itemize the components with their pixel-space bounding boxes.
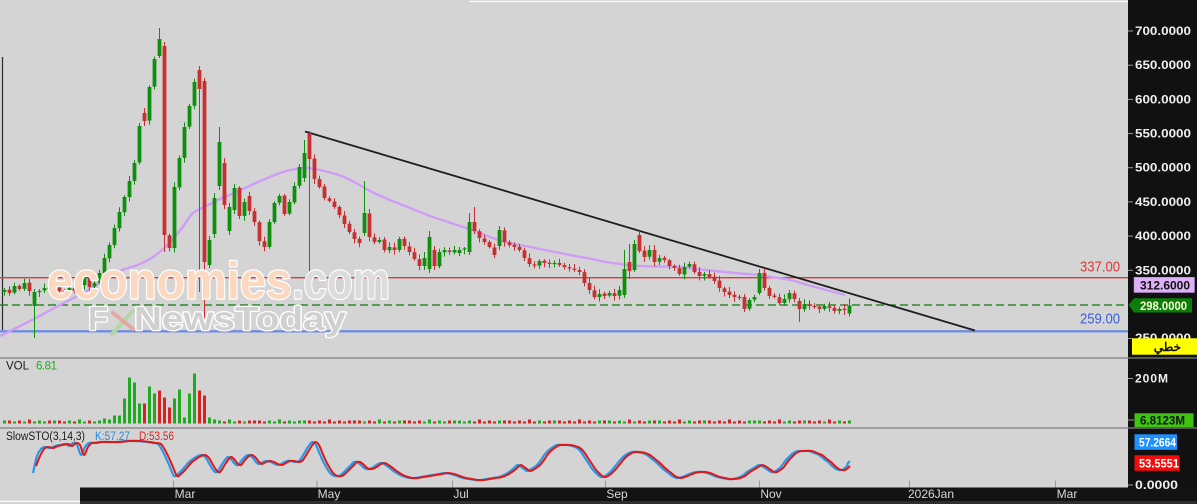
svg-text:350.0000: 350.0000 [1135, 263, 1191, 277]
svg-text:F: F [88, 300, 108, 337]
svg-text:650.0000: 650.0000 [1135, 58, 1191, 72]
svg-text:Nov: Nov [760, 487, 781, 501]
svg-text:VOL: VOL [6, 361, 30, 373]
svg-text:D:53.56: D:53.56 [139, 431, 174, 443]
svg-text:6.81: 6.81 [36, 361, 57, 373]
svg-text:57.2664: 57.2664 [1139, 436, 1176, 450]
svg-text:400.0000: 400.0000 [1135, 229, 1191, 243]
svg-text:Mar: Mar [1057, 487, 1078, 501]
svg-text:53.5551: 53.5551 [1139, 457, 1179, 471]
svg-text:خطي: خطي [1154, 340, 1181, 355]
svg-text:2026Jan: 2026Jan [908, 487, 954, 501]
svg-text:6.8123M: 6.8123M [1140, 413, 1185, 427]
svg-text:337.00: 337.00 [1080, 259, 1120, 276]
svg-text:600.0000: 600.0000 [1135, 92, 1191, 106]
svg-text:.com: .com [292, 253, 390, 311]
svg-text:259.00: 259.00 [1080, 311, 1120, 328]
svg-text:500.0000: 500.0000 [1135, 161, 1191, 175]
svg-text:550.0000: 550.0000 [1135, 127, 1191, 141]
svg-text:May: May [318, 487, 341, 501]
svg-text:Sep: Sep [606, 487, 628, 501]
svg-text:700.0000: 700.0000 [1135, 24, 1191, 38]
svg-text:SlowSTO(3,14,3): SlowSTO(3,14,3) [6, 431, 85, 443]
svg-text:K:57.27: K:57.27 [95, 431, 130, 443]
svg-text:NewsToday: NewsToday [134, 300, 347, 337]
svg-text:Jul: Jul [453, 487, 468, 501]
svg-text:Mar: Mar [175, 487, 196, 501]
svg-text:312.6000: 312.6000 [1140, 279, 1190, 293]
svg-text:200M: 200M [1135, 372, 1168, 386]
svg-text:economies: economies [47, 253, 292, 311]
svg-text:298.0000: 298.0000 [1140, 299, 1187, 313]
svg-text:0.0000: 0.0000 [1135, 478, 1178, 492]
svg-text:450.0000: 450.0000 [1135, 195, 1191, 209]
